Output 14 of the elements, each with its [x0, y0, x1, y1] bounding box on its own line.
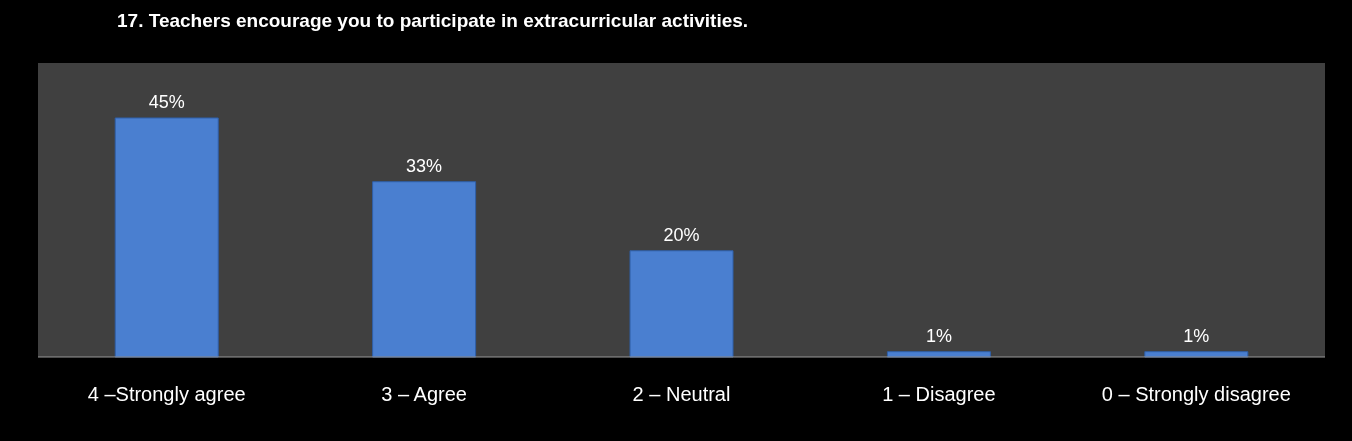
- data-label: 1%: [1183, 325, 1210, 346]
- x-tick-label: 3 – Agree: [381, 383, 467, 406]
- chart-title: 17. Teachers encourage you to participate in extracurricular activities.: [117, 10, 749, 32]
- bar: [114, 117, 219, 358]
- data-label: 45%: [148, 91, 185, 112]
- x-tick-label: 1 – Disagree: [882, 383, 996, 406]
- x-tick-label: 2 – Neutral: [632, 383, 731, 406]
- data-label: 1%: [925, 325, 952, 346]
- bar: [372, 181, 477, 358]
- data-label: 20%: [663, 224, 700, 245]
- bar: [629, 250, 734, 358]
- data-label: 33%: [406, 155, 443, 176]
- x-tick-label: 0 – Strongly disagree: [1101, 383, 1291, 406]
- x-tick-label: 4 –Strongly agree: [87, 383, 246, 406]
